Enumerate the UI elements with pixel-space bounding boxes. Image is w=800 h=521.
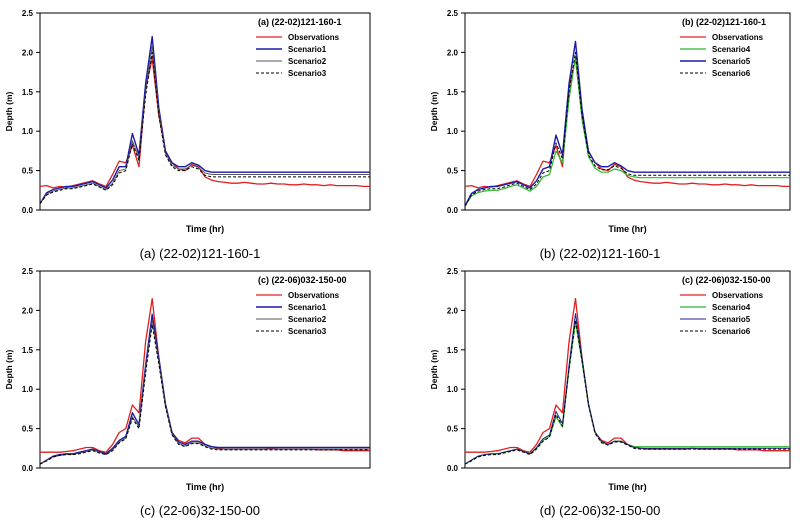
chart-panel-c: 0.0 0.5 1.0 1.5 2.0 2.5 Depth (m) Time (hr) (c) …: [4, 267, 371, 492]
legend-label-scenario1: Scenario1: [288, 303, 327, 312]
caption-d: (d) (22-06)32-150-00: [539, 503, 661, 518]
legend-label-observations: Observations: [712, 291, 764, 300]
y-axis-label: Depth (m): [4, 92, 14, 132]
y-tick-label: 0.5: [22, 167, 34, 176]
y-tick-label: 2.5: [22, 267, 34, 276]
y-axis-label: Depth (m): [429, 92, 439, 132]
caption-a: (a) (22-02)121-160-1: [139, 246, 261, 261]
y-tick-label: 1.5: [22, 88, 34, 97]
y-tick-label: 1.5: [447, 88, 459, 97]
legend-label-scenario4: Scenario4: [712, 303, 751, 312]
series-line-observations: [464, 58, 790, 189]
y-tick-label: 2.5: [22, 9, 34, 18]
series-line-scenario6: [464, 51, 790, 207]
series-line-scenario5: [464, 313, 790, 465]
y-tick-label: 0.0: [22, 206, 34, 215]
chart-panel-a: 0.0 0.5 1.0 1.5 2.0 2.5 Depth (m) Time (hr) (a) …: [4, 9, 371, 234]
series-line-scenario1: [39, 313, 370, 465]
y-tick-label: 0.0: [22, 464, 34, 473]
legend-label-scenario1: Scenario1: [288, 45, 327, 54]
plot-frame: [464, 270, 791, 469]
y-tick-label: 1.5: [22, 346, 34, 355]
y-tick-label: 1.0: [447, 385, 459, 394]
y-axis-label: Depth (m): [4, 350, 14, 390]
legend-label-scenario6: Scenario6: [712, 327, 751, 336]
chart-panel-b: 0.0 0.5 1.0 1.5 2.0 2.5 Depth (m) Time (hr) (b) …: [429, 9, 791, 234]
plot-frame: [39, 270, 371, 469]
series-line-scenario4: [464, 55, 790, 207]
legend-label-scenario5: Scenario5: [712, 315, 751, 324]
series-line-observations: [39, 58, 370, 189]
y-tick-label: 0.5: [447, 167, 459, 176]
series-line-scenario2: [39, 319, 370, 465]
x-axis-label: Time (hr): [186, 224, 224, 234]
legend-title: (c) (22-06)032-150-00: [682, 275, 771, 285]
legend-label-scenario5: Scenario5: [712, 57, 751, 66]
y-tick-label: 1.0: [22, 385, 34, 394]
plot-frame: [39, 12, 371, 211]
y-tick-label: 1.5: [447, 346, 459, 355]
y-tick-label: 2.0: [22, 48, 34, 57]
legend-label-observations: Observations: [288, 33, 340, 42]
plot-frame: [464, 12, 791, 211]
legend-title: (b) (22-02)121-160-1: [682, 17, 766, 27]
y-tick-label: 0.0: [447, 464, 459, 473]
series-line-scenario1: [39, 35, 370, 205]
y-tick-label: 0.5: [447, 425, 459, 434]
series-line-scenario6: [464, 319, 790, 465]
y-tick-label: 2.0: [22, 306, 34, 315]
series-line-scenario3: [39, 324, 370, 465]
y-tick-label: 2.5: [447, 267, 459, 276]
legend-label-scenario2: Scenario2: [288, 57, 327, 66]
legend-title: (c) (22-06)032-150-00: [258, 275, 347, 285]
chart-panel-d: 0.0 0.5 1.0 1.5 2.0 2.5 Depth (m) Time (hr) (c) …: [429, 267, 791, 492]
y-axis-label: Depth (m): [429, 350, 439, 390]
y-tick-label: 1.0: [22, 127, 34, 136]
legend-label-observations: Observations: [712, 33, 764, 42]
legend-label-observations: Observations: [288, 291, 340, 300]
legend-label-scenario3: Scenario3: [288, 69, 327, 78]
y-tick-label: 1.0: [447, 127, 459, 136]
caption-c: (c) (22-06)32-150-00: [140, 503, 260, 518]
legend-label-scenario4: Scenario4: [712, 45, 751, 54]
y-tick-label: 2.0: [447, 48, 459, 57]
legend-label-scenario6: Scenario6: [712, 69, 751, 78]
legend-title: (a) (22-02)121-160-1: [258, 17, 342, 27]
x-axis-label: Time (hr): [186, 482, 224, 492]
series-line-scenario4: [464, 321, 790, 465]
series-line-scenario2: [39, 45, 370, 204]
legend-label-scenario3: Scenario3: [288, 327, 327, 336]
legend-label-scenario2: Scenario2: [288, 315, 327, 324]
y-tick-label: 2.0: [447, 306, 459, 315]
caption-b: (b) (22-02)121-160-1: [539, 246, 661, 261]
x-axis-label: Time (hr): [608, 482, 646, 492]
x-axis-label: Time (hr): [608, 224, 646, 234]
y-tick-label: 0.0: [447, 206, 459, 215]
y-tick-label: 0.5: [22, 425, 34, 434]
series-line-scenario5: [464, 40, 790, 207]
series-line-scenario3: [39, 51, 370, 205]
y-tick-label: 2.5: [447, 9, 459, 18]
